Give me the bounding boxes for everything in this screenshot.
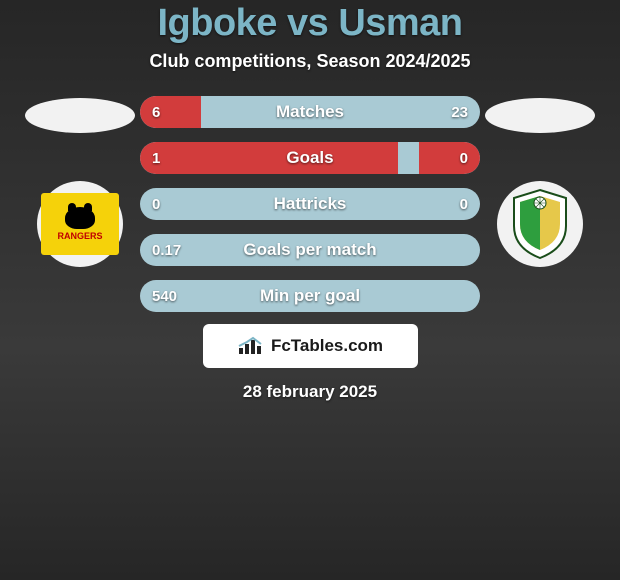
player-left-avatar — [25, 98, 135, 133]
player-right-avatar — [485, 98, 595, 133]
canvas: Igboke vs Usman Club competitions, Seaso… — [0, 0, 620, 580]
bar-value-right: 0 — [448, 188, 480, 220]
stat-bar: 10Goals — [140, 142, 480, 174]
stat-bar: 0.17Goals per match — [140, 234, 480, 266]
bar-value-left: 540 — [140, 280, 189, 312]
bar-value-left: 6 — [140, 96, 172, 128]
shield-badge — [508, 188, 572, 260]
bar-fill-left — [140, 142, 398, 174]
shield-icon — [508, 188, 572, 260]
page-subtitle: Club competitions, Season 2024/2025 — [149, 51, 470, 72]
bar-value-right: 0 — [448, 142, 480, 174]
rangers-label: RANGERS — [57, 231, 102, 241]
stat-bar: 0 0Hattricks — [140, 188, 480, 220]
panther-icon — [65, 207, 95, 229]
bar-label: Min per goal — [140, 280, 480, 312]
bar-value-left: 1 — [140, 142, 172, 174]
bar-value-left: 0 — [140, 188, 172, 220]
right-side — [480, 96, 600, 267]
page-title: Igboke vs Usman — [157, 2, 462, 45]
bar-label: Hattricks — [140, 188, 480, 220]
club-right-badge — [497, 181, 583, 267]
stat-bars: 623Matches10Goals00Hattricks0.17Goals pe… — [140, 96, 480, 312]
left-side: RANGERS — [20, 96, 140, 267]
bar-value-right: 23 — [439, 96, 480, 128]
date-text: 28 february 2025 — [243, 382, 377, 402]
comparison-row: RANGERS 623Matches10Goals00Hattricks0.17… — [0, 96, 620, 312]
bar-value-left: 0.17 — [140, 234, 193, 266]
brand-chart-icon — [237, 336, 265, 356]
content: Igboke vs Usman Club competitions, Seaso… — [0, 0, 620, 440]
stat-bar: 623Matches — [140, 96, 480, 128]
club-left-badge: RANGERS — [37, 181, 123, 267]
brand-box: FcTables.com — [203, 324, 418, 368]
brand-text: FcTables.com — [271, 336, 383, 356]
rangers-badge: RANGERS — [41, 193, 119, 255]
stat-bar: 540Min per goal — [140, 280, 480, 312]
